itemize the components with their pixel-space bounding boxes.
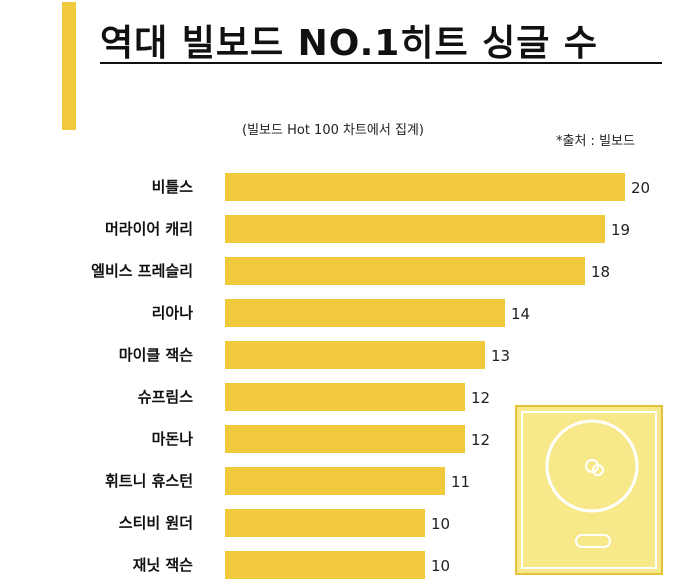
category-label-0: 비틀스 (152, 178, 194, 196)
chart-title: 역대 빌보드 NO.1히트 싱글 수 (100, 23, 598, 64)
category-label-6: 마돈나 (152, 430, 194, 448)
category-label-3: 리아나 (152, 304, 194, 322)
value-label-5: 12 (471, 389, 490, 407)
value-label-2: 18 (591, 263, 610, 281)
bar-3 (225, 299, 505, 327)
bar-2 (225, 257, 585, 285)
bar-9 (225, 551, 425, 579)
bar-6 (225, 425, 465, 453)
title-accent-bar (62, 2, 76, 130)
value-label-6: 12 (471, 431, 490, 449)
category-label-7: 휘트니 휴스턴 (105, 472, 193, 490)
bar-5 (225, 383, 465, 411)
value-label-8: 10 (431, 515, 450, 533)
value-label-3: 14 (511, 305, 530, 323)
value-label-9: 10 (431, 557, 450, 575)
value-label-0: 20 (631, 179, 650, 197)
source-note: *출처 : 빌보드 (556, 134, 635, 149)
category-label-9: 재닛 잭슨 (133, 556, 194, 574)
category-label-2: 엘비스 프레슬리 (91, 262, 193, 280)
bar-7 (225, 467, 445, 495)
chart-subtitle: (빌보드 Hot 100 차트에서 집계) (242, 123, 424, 138)
bar-8 (225, 509, 425, 537)
category-label-5: 슈프림스 (138, 388, 193, 406)
bar-1 (225, 215, 605, 243)
bar-0 (225, 173, 625, 201)
category-label-4: 마이클 잭슨 (119, 346, 193, 364)
title-underline (100, 62, 662, 64)
value-label-1: 19 (611, 221, 630, 239)
category-label-8: 스티비 원더 (119, 514, 193, 532)
bar-4 (225, 341, 485, 369)
value-label-7: 11 (451, 473, 470, 491)
record-player-icon (515, 405, 663, 575)
category-label-1: 머라이어 캐리 (105, 220, 193, 238)
value-label-4: 13 (491, 347, 510, 365)
bars-layer: 비틀스 20 머라이어 캐리 19 엘비스 프레슬리 18 리아나 14 마이클 잭슨 13 슈프림… (91, 173, 650, 579)
